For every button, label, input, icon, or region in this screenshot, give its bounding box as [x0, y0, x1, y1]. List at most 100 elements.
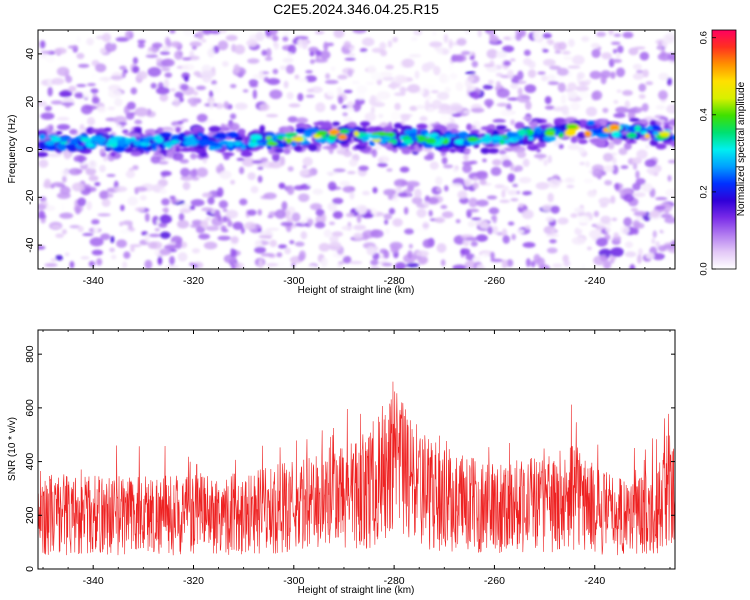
speckle-cell — [180, 175, 194, 181]
ridge-cell — [644, 133, 651, 139]
speckle-cell — [127, 196, 138, 206]
speckle-cell — [527, 69, 537, 79]
speckle-cell — [230, 236, 239, 244]
speckle-cell — [336, 86, 343, 95]
speckle-cell — [390, 245, 400, 254]
speckle-cell — [115, 37, 130, 42]
speckle-cell — [50, 100, 64, 105]
speckle-cell — [422, 221, 430, 230]
speckle-cell — [390, 110, 400, 121]
snr-x-tick-label: -300 — [283, 575, 304, 587]
speckle-cell — [657, 52, 672, 61]
speckle-cell — [319, 50, 331, 60]
speckle-cell — [483, 63, 495, 68]
speckle-cell — [47, 78, 53, 86]
speckle-cell — [583, 178, 593, 184]
speckle-cell — [338, 261, 345, 265]
speckle-cell — [610, 41, 621, 45]
speckle-cell — [472, 182, 479, 190]
speckle-cell — [571, 236, 586, 245]
speckle-cell — [173, 97, 180, 108]
speckle-cell — [550, 228, 556, 235]
speckle-cell — [456, 38, 467, 46]
ridge-cell — [158, 142, 165, 149]
ridge-cell — [175, 126, 181, 133]
speckle-cell — [498, 149, 507, 155]
speckle-cell — [147, 241, 158, 249]
speckle-cell — [74, 92, 85, 99]
speckle-cell — [69, 224, 81, 229]
ridge-cell — [584, 130, 592, 137]
speckle-cell — [489, 35, 499, 43]
speckle-cell — [54, 47, 67, 55]
speckle-cell — [199, 47, 205, 51]
speckle-cell — [562, 50, 571, 55]
speckle-cell — [616, 89, 622, 93]
ridge-cell — [652, 131, 659, 136]
ridge-cell — [535, 141, 547, 148]
speckle-cell — [76, 36, 81, 43]
ridge-cell — [86, 142, 94, 148]
colorbar-ticks: 0.0 0.2 0.4 0.6 — [699, 31, 716, 276]
ridge-cell — [112, 146, 126, 153]
ridge-cell — [385, 132, 396, 137]
speckle-cell — [422, 83, 436, 90]
speckle-cell — [495, 72, 503, 77]
ridge-cell — [372, 138, 382, 143]
speckle-cell — [590, 42, 600, 49]
speckle-cell — [613, 113, 626, 119]
speckle-cell — [286, 91, 294, 100]
snr-x-tick-label: -340 — [83, 575, 104, 587]
speckle-cell — [257, 209, 262, 216]
speckle-cell — [159, 93, 169, 102]
speckle-cell — [556, 67, 569, 76]
speckle-cell — [655, 241, 660, 249]
speckle-cell — [629, 264, 636, 269]
speckle-cell — [612, 48, 618, 54]
speckle-cell — [522, 116, 532, 121]
speckle-cell — [487, 226, 493, 235]
speckle-cell — [462, 164, 472, 174]
speckle-cell — [510, 119, 516, 126]
speckle-cell — [443, 164, 454, 169]
speckle-cell — [563, 260, 571, 267]
speckle-cell — [169, 255, 175, 266]
speckle-cell — [383, 213, 393, 220]
speckle-cell — [251, 160, 263, 164]
figure-title: C2E5.2024.346.04.25.R15 — [273, 1, 439, 17]
speckle-cell — [177, 252, 188, 262]
speckle-cell — [343, 150, 353, 158]
colorbar-tick-label: 0.6 — [699, 31, 710, 44]
speckle-cell — [613, 33, 622, 37]
speckle-cell — [322, 213, 327, 223]
speckle-cell — [512, 183, 519, 188]
speckle-cell — [353, 224, 367, 231]
speckle-cell — [353, 232, 364, 240]
speckle-cell — [475, 170, 488, 178]
speckle-cell — [315, 208, 325, 217]
speckle-cell — [187, 97, 200, 105]
speckle-cell — [486, 48, 498, 59]
speckle-cell — [332, 197, 344, 205]
speckle-cell — [209, 99, 214, 110]
speckle-cell — [88, 260, 96, 267]
ridge-cell — [89, 128, 102, 133]
speckle-cell — [318, 242, 331, 252]
speckle-cell — [343, 89, 353, 94]
speckle-cell — [445, 75, 450, 84]
ridge-cell — [122, 129, 129, 134]
spectrogram-y-tick-label: 20 — [24, 96, 36, 108]
spectrogram-y-tick-label: 40 — [24, 48, 36, 60]
speckle-cell — [427, 107, 435, 113]
spectrogram-x-tick-label: -300 — [283, 275, 304, 287]
speckle-cell — [297, 93, 304, 102]
speckle-cell — [148, 233, 161, 238]
speckle-cell — [573, 207, 585, 213]
speckle-cell — [125, 170, 136, 179]
speckle-cell — [524, 225, 531, 230]
ridge-cell — [133, 140, 141, 147]
speckle-cell — [521, 209, 534, 220]
speckle-cell — [602, 152, 614, 162]
speckle-cell — [341, 225, 353, 231]
speckle-cell — [610, 247, 624, 257]
